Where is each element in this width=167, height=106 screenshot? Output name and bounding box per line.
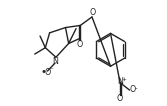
Text: O: O [130,85,136,94]
Text: O: O [89,8,96,17]
Text: O: O [116,94,123,103]
Text: +: + [121,77,126,82]
Text: N: N [52,57,58,66]
Text: •: • [41,67,47,77]
Text: O: O [77,40,83,49]
Text: O: O [45,68,51,77]
Text: -: - [134,85,137,91]
Text: N: N [118,77,124,86]
Text: ⁻: ⁻ [49,67,53,73]
